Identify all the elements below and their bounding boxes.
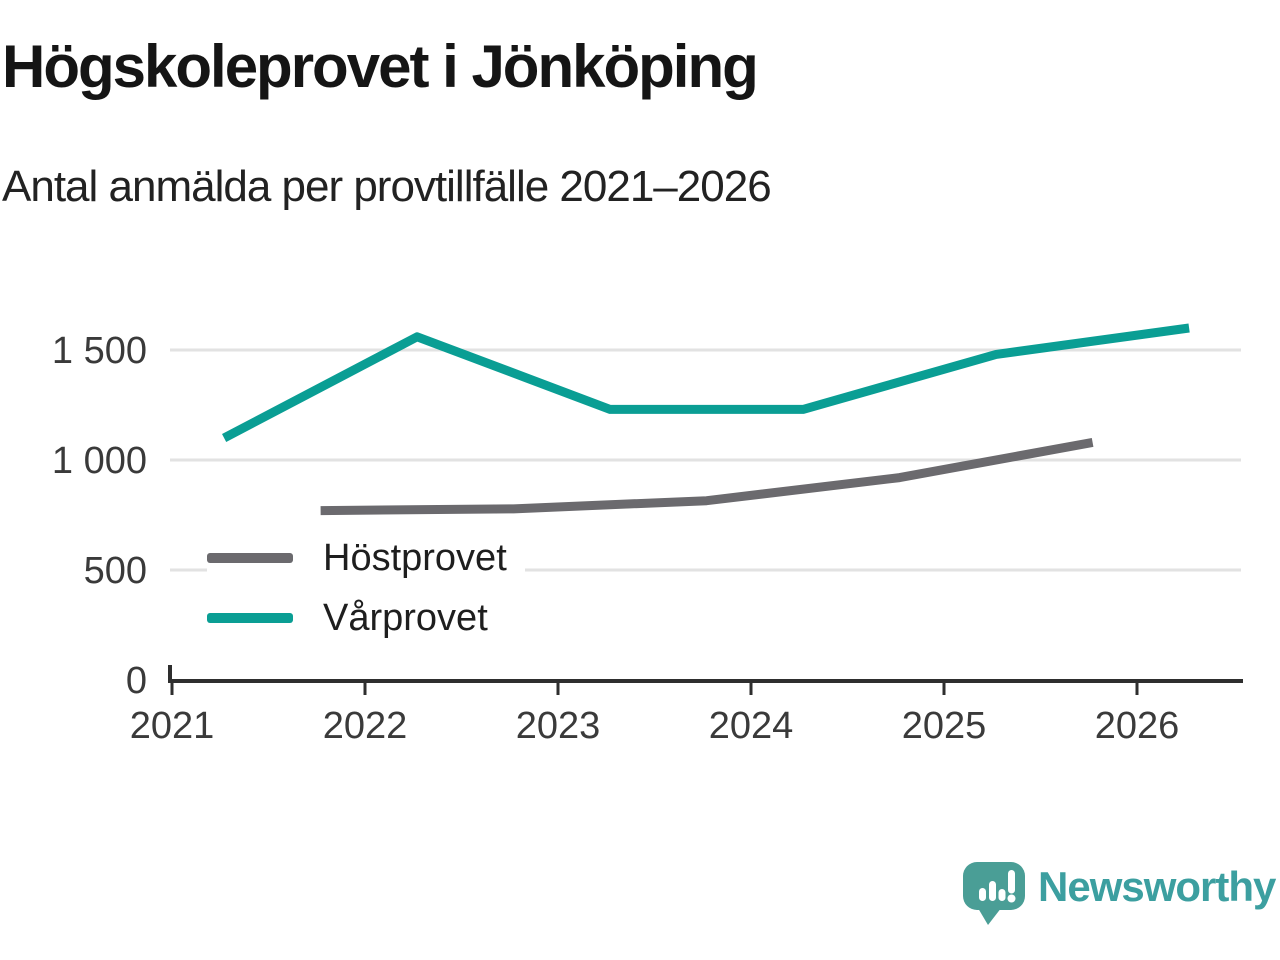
brand-wordmark: Newsworthy [1038, 863, 1277, 910]
chart-subtitle: Antal anmälda per provtillfälle 2021–202… [2, 162, 772, 211]
speech-bubble-chart-icon [963, 862, 1025, 925]
series-line-höstprovet [320, 437, 1094, 516]
legend-swatch-hostprovet [207, 553, 293, 563]
legend-swatch-varprovet [207, 613, 293, 623]
y-tick-label-1000: 1 000 [52, 440, 147, 482]
x-tick-label-2022: 2022 [323, 705, 408, 747]
legend-label-hostprovet: Höstprovet [323, 536, 507, 579]
bar-chart-exclamation-glyph [979, 870, 1015, 901]
newsworthy-brand: Newsworthy [956, 853, 1280, 945]
y-tick-label-1500: 1 500 [52, 330, 147, 372]
chart-title: Högskoleprovet i Jönköping [2, 33, 759, 100]
x-tick-label-2023: 2023 [516, 705, 601, 747]
y-tick-label-0: 0 [126, 660, 147, 702]
legend-item-varprovet: Vårprovet [207, 588, 507, 648]
legend-item-hostprovet: Höstprovet [207, 528, 507, 588]
chart-legend: Höstprovet Vårprovet [207, 528, 525, 648]
x-tick-label-2026: 2026 [1095, 705, 1180, 747]
exclamation-dot [1007, 894, 1016, 903]
legend-label-varprovet: Vårprovet [323, 596, 488, 639]
x-tick-label-2025: 2025 [902, 705, 987, 747]
newsworthy-logo: Newsworthy [963, 862, 1278, 925]
x-tick-label-2021: 2021 [130, 705, 215, 747]
series-line-vårprovet [222, 323, 1190, 442]
x-tick-label-2024: 2024 [709, 705, 794, 747]
y-tick-label-500: 500 [84, 550, 147, 592]
